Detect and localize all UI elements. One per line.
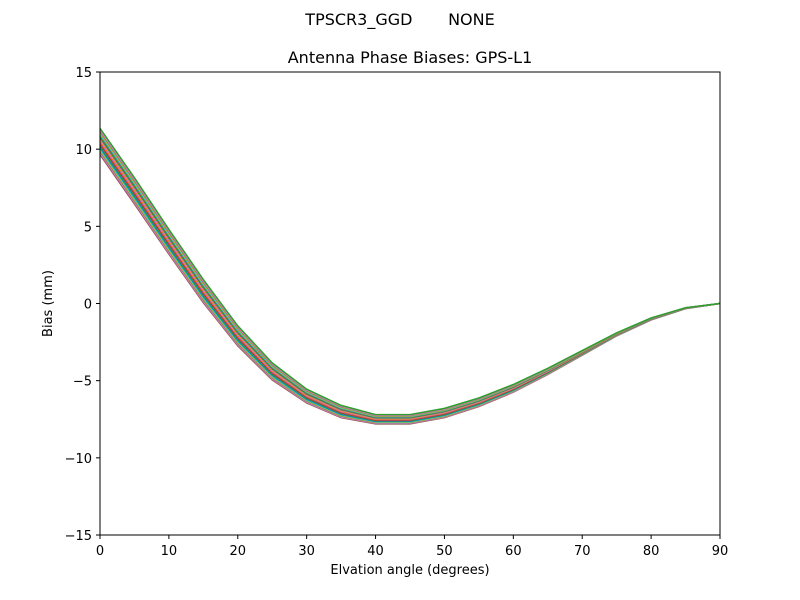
y-axis: −15 −10 −5 0 5 10 15	[65, 66, 100, 544]
y-tick-label: −5	[73, 375, 92, 390]
x-tick-label: 0	[96, 544, 104, 559]
data-series-line	[99, 127, 721, 416]
x-tick-label: 70	[574, 544, 591, 559]
x-tick-label: 30	[298, 544, 315, 559]
x-tick-label: 80	[643, 544, 660, 559]
x-axis-label: Elvation angle (degrees)	[330, 563, 489, 578]
x-tick-label: 20	[230, 544, 247, 559]
y-tick-label: −15	[65, 529, 92, 544]
data-series-line	[99, 154, 721, 425]
figure-suptitle: TPSCR3_GGD NONE	[305, 10, 495, 29]
y-tick-label: 0	[84, 298, 92, 313]
x-tick-label: 40	[367, 544, 384, 559]
y-tick-label: 10	[75, 143, 92, 158]
chart-title: Antenna Phase Biases: GPS-L1	[287, 48, 533, 67]
x-tick-label: 60	[505, 544, 522, 559]
y-tick-label: −10	[65, 452, 92, 467]
y-axis-label: Bias (mm)	[41, 270, 56, 337]
x-tick-label: 90	[712, 544, 729, 559]
x-tick-label: 10	[161, 544, 178, 559]
x-axis: 0 10 20 30 40 50 60 70 80 90	[96, 535, 728, 559]
y-tick-label: 15	[75, 66, 92, 81]
plot-frame	[99, 71, 721, 536]
series-layer	[99, 127, 721, 425]
x-tick-label: 50	[436, 544, 453, 559]
y-tick-label: 5	[84, 220, 92, 235]
